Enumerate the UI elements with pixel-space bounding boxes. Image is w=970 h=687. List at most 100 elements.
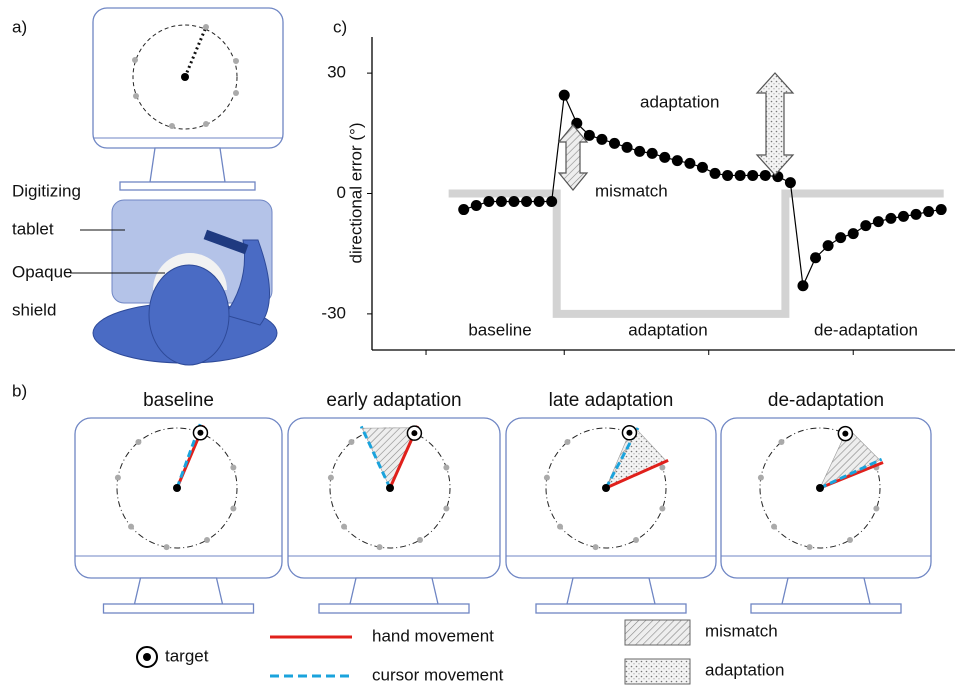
y-axis-label: directional error (°) bbox=[346, 123, 365, 264]
start-point bbox=[173, 484, 181, 492]
data-point bbox=[710, 168, 721, 179]
data-point bbox=[898, 211, 909, 222]
data-point bbox=[823, 240, 834, 251]
monitor-stand bbox=[135, 578, 223, 604]
target-dot bbox=[417, 537, 423, 543]
data-point bbox=[659, 152, 670, 163]
screen-title: baseline bbox=[143, 390, 214, 411]
monitor-stand bbox=[782, 578, 870, 604]
data-point bbox=[911, 209, 922, 220]
data-point bbox=[697, 162, 708, 173]
data-point bbox=[471, 200, 482, 211]
data-point bbox=[722, 170, 733, 181]
data-point bbox=[936, 204, 947, 215]
data-point bbox=[835, 232, 846, 243]
data-point bbox=[609, 138, 620, 149]
data-point bbox=[747, 170, 758, 181]
legend-label: target bbox=[165, 646, 209, 665]
target-dot bbox=[659, 506, 665, 512]
panel-label: b) bbox=[12, 381, 27, 400]
target-dot bbox=[164, 544, 170, 550]
monitor-base bbox=[536, 604, 686, 613]
screen-title: late adaptation bbox=[549, 390, 674, 411]
annotation: adaptation bbox=[640, 92, 719, 111]
monitor-stand bbox=[350, 578, 438, 604]
data-point bbox=[634, 146, 645, 157]
target-dot bbox=[377, 544, 383, 550]
tablet-label: Digitizing bbox=[12, 181, 81, 200]
phase-label: de-adaptation bbox=[814, 320, 918, 339]
perturbation-schedule bbox=[449, 194, 944, 314]
data-point bbox=[584, 130, 595, 141]
y-tick-label: -30 bbox=[321, 303, 346, 322]
data-point bbox=[622, 142, 633, 153]
data-point bbox=[508, 196, 519, 207]
target-dot bbox=[115, 475, 121, 481]
figure: a) Digitizing tablet Opaque shield c) di… bbox=[0, 0, 970, 687]
shield-label: shield bbox=[12, 300, 56, 319]
y-tick-label: 30 bbox=[327, 63, 346, 82]
start-point bbox=[602, 484, 610, 492]
target-dot bbox=[128, 524, 134, 530]
monitor-base bbox=[751, 604, 901, 613]
target-dot bbox=[443, 506, 449, 512]
data-point bbox=[873, 216, 884, 227]
target-dot bbox=[593, 544, 599, 550]
data-point bbox=[797, 280, 808, 291]
target-dot bbox=[443, 464, 449, 470]
monitor bbox=[721, 418, 931, 578]
target-dot bbox=[544, 475, 550, 481]
shield-label: Opaque bbox=[12, 262, 73, 281]
data-point bbox=[458, 204, 469, 215]
data-point bbox=[483, 196, 494, 207]
data-point bbox=[534, 196, 545, 207]
monitor-base bbox=[319, 604, 469, 613]
legend-label: adaptation bbox=[705, 660, 784, 679]
data-point bbox=[684, 158, 695, 169]
data-point bbox=[923, 206, 934, 217]
data-point bbox=[760, 170, 771, 181]
data-point bbox=[785, 177, 796, 188]
phase-label: baseline bbox=[468, 320, 531, 339]
target-center bbox=[626, 430, 632, 436]
target-dot bbox=[771, 524, 777, 530]
data-point bbox=[647, 148, 658, 159]
data-point bbox=[810, 252, 821, 263]
target-dot bbox=[557, 524, 563, 530]
data-point bbox=[546, 196, 557, 207]
data-point bbox=[885, 213, 896, 224]
target-dot bbox=[348, 439, 354, 445]
data-point bbox=[735, 170, 746, 181]
screen-title: early adaptation bbox=[326, 390, 461, 411]
monitor-base bbox=[104, 604, 254, 613]
data-point bbox=[848, 228, 859, 239]
target-dot bbox=[873, 506, 879, 512]
legend-label: hand movement bbox=[372, 626, 494, 645]
target-dot bbox=[230, 506, 236, 512]
tablet-label: tablet bbox=[12, 219, 54, 238]
data-point bbox=[860, 220, 871, 231]
target-dot bbox=[204, 537, 210, 543]
target-dot bbox=[633, 537, 639, 543]
y-tick-label: 0 bbox=[337, 183, 346, 202]
target-dot bbox=[341, 524, 347, 530]
target-dot bbox=[328, 475, 334, 481]
monitor-stand bbox=[567, 578, 655, 604]
target-center bbox=[411, 430, 417, 436]
start-point bbox=[386, 484, 394, 492]
data-point bbox=[596, 134, 607, 145]
target-dot bbox=[807, 544, 813, 550]
monitor bbox=[506, 418, 716, 578]
target-dot bbox=[230, 464, 236, 470]
data-point bbox=[559, 90, 570, 101]
start-point bbox=[816, 484, 824, 492]
legend-label: mismatch bbox=[705, 621, 778, 640]
data-point bbox=[672, 155, 683, 166]
monitor bbox=[93, 8, 283, 190]
target-dot bbox=[778, 439, 784, 445]
annotation: mismatch bbox=[595, 181, 668, 200]
panel-label: c) bbox=[333, 17, 347, 36]
monitor bbox=[75, 418, 282, 578]
phase-label: adaptation bbox=[628, 320, 707, 339]
screen-title: de-adaptation bbox=[768, 390, 884, 411]
